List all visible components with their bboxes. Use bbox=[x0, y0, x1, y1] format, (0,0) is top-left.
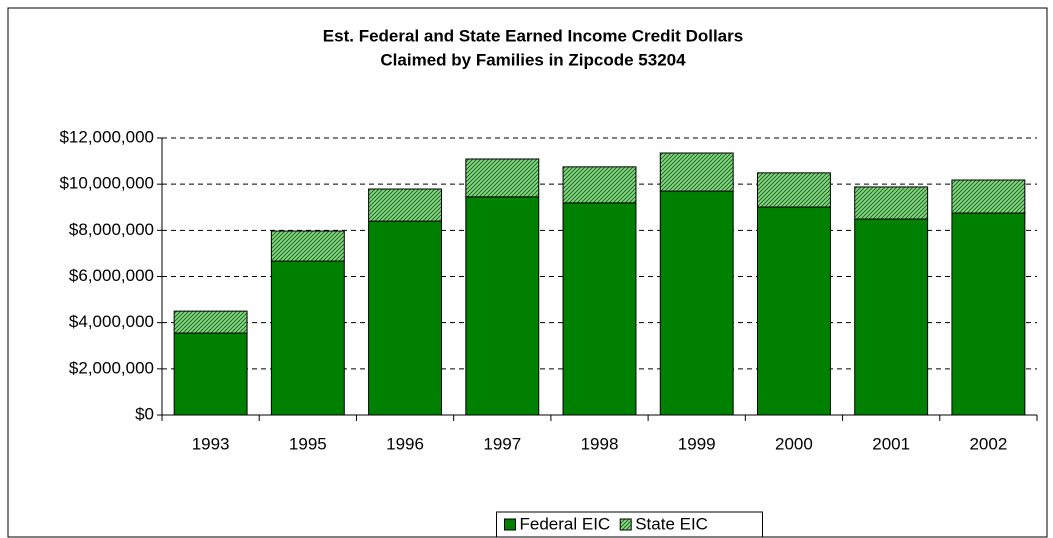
x-tick-label: 2000 bbox=[775, 434, 813, 453]
bar-segment bbox=[659, 152, 734, 192]
x-tick-label: 2002 bbox=[969, 434, 1007, 453]
bar-segment bbox=[270, 230, 345, 262]
y-tick-label: $0 bbox=[135, 404, 154, 423]
chart-title: Est. Federal and State Earned Income Cre… bbox=[323, 26, 743, 45]
bar-segment bbox=[562, 166, 637, 204]
bar-segment bbox=[659, 190, 734, 416]
x-tick-label: 2001 bbox=[872, 434, 910, 453]
chart-title: Claimed by Families in Zipcode 53204 bbox=[380, 50, 686, 69]
legend-label: Federal EIC bbox=[520, 514, 611, 533]
y-tick-label: $2,000,000 bbox=[69, 358, 154, 377]
x-tick-label: 1993 bbox=[192, 434, 230, 453]
y-tick-label: $8,000,000 bbox=[69, 220, 154, 239]
x-tick-label: 1996 bbox=[386, 434, 424, 453]
y-tick-label: $6,000,000 bbox=[69, 266, 154, 285]
bar-segment bbox=[756, 172, 831, 208]
bar-segment bbox=[270, 260, 345, 416]
bar-segment bbox=[854, 186, 929, 220]
bar-segment bbox=[465, 196, 540, 416]
bar-segment bbox=[951, 179, 1026, 214]
legend-swatch bbox=[504, 518, 516, 531]
bar-segment bbox=[368, 188, 443, 222]
bar-segment bbox=[562, 202, 637, 416]
bar-segment bbox=[854, 218, 929, 416]
y-tick-label: $10,000,000 bbox=[59, 174, 154, 193]
y-tick-label: $4,000,000 bbox=[69, 312, 154, 331]
x-tick-label: 1997 bbox=[483, 434, 521, 453]
legend-swatch bbox=[619, 518, 632, 531]
bar-segment bbox=[465, 158, 540, 198]
x-tick-label: 1999 bbox=[678, 434, 716, 453]
bar-segment bbox=[173, 310, 248, 334]
legend-label: State EIC bbox=[635, 514, 708, 533]
y-tick-label: $12,000,000 bbox=[59, 127, 154, 146]
bar-segment bbox=[173, 332, 248, 416]
bar-segment bbox=[368, 220, 443, 416]
bar-segment bbox=[756, 206, 831, 416]
x-tick-label: 1995 bbox=[289, 434, 327, 453]
x-tick-label: 1998 bbox=[581, 434, 619, 453]
bar-segment bbox=[951, 212, 1026, 416]
